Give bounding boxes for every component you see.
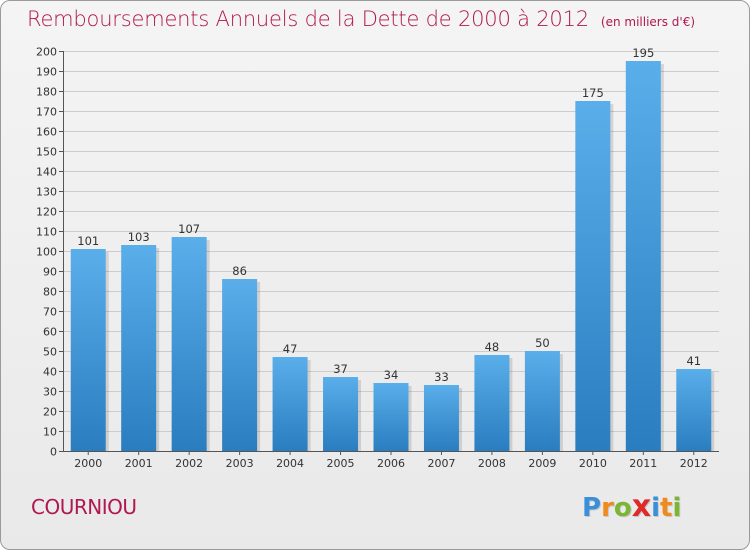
bar bbox=[323, 377, 359, 451]
bar bbox=[171, 237, 207, 451]
x-tick-label: 2007 bbox=[427, 457, 455, 470]
bar-value-label: 195 bbox=[632, 46, 654, 60]
chart-title: Remboursements Annuels de la Dette de 20… bbox=[27, 7, 589, 31]
y-tick-label: 100 bbox=[36, 246, 57, 259]
bar bbox=[373, 383, 409, 451]
brand-letter: r bbox=[601, 493, 614, 523]
y-tick-label: 150 bbox=[36, 146, 57, 159]
y-tick-label: 130 bbox=[36, 186, 57, 199]
x-tick-label: 2008 bbox=[478, 457, 506, 470]
bar-value-label: 37 bbox=[333, 362, 348, 376]
bar-value-label: 41 bbox=[686, 354, 701, 368]
y-tick-label: 10 bbox=[43, 426, 57, 439]
bar bbox=[70, 249, 106, 451]
y-tick-label: 180 bbox=[36, 86, 57, 99]
x-tick-label: 2001 bbox=[125, 457, 153, 470]
chart-unit: (en milliers d'€) bbox=[600, 15, 696, 29]
bar bbox=[474, 355, 510, 451]
bar-value-label: 103 bbox=[128, 230, 150, 244]
bar-value-label: 86 bbox=[232, 264, 247, 278]
y-tick-label: 50 bbox=[43, 346, 57, 359]
y-tick-label: 30 bbox=[43, 386, 57, 399]
bar-value-label: 101 bbox=[77, 234, 99, 248]
x-tick-label: 2011 bbox=[629, 457, 657, 470]
bar bbox=[524, 351, 560, 451]
x-tick-label: 2006 bbox=[377, 457, 405, 470]
bar-value-label: 47 bbox=[283, 342, 298, 356]
x-tick-label: 2005 bbox=[327, 457, 355, 470]
bar bbox=[575, 101, 611, 451]
data-labels: 101 103 107 86 47 37 34 33 48 50 175 195 41 bbox=[77, 46, 701, 384]
brand-letter: x bbox=[631, 489, 652, 524]
bar-chart: 101 103 107 86 47 37 34 33 48 50 175 195 41 0 10 20 30 4… bbox=[36, 46, 719, 470]
bar-value-label: 107 bbox=[178, 222, 200, 236]
bar bbox=[222, 279, 258, 451]
y-tick-label: 140 bbox=[36, 166, 57, 179]
bar-value-label: 48 bbox=[485, 340, 500, 354]
y-tick-label: 200 bbox=[36, 46, 57, 59]
brand-letter: t bbox=[660, 493, 673, 523]
y-tick-label: 120 bbox=[36, 206, 57, 219]
y-tick-label: 0 bbox=[50, 446, 57, 459]
y-tick-label: 60 bbox=[43, 326, 57, 339]
y-tick-label: 160 bbox=[36, 126, 57, 139]
bar-value-label: 175 bbox=[582, 86, 604, 100]
x-tick-label: 2009 bbox=[528, 457, 556, 470]
proxiti-logo[interactable]: Proxiti bbox=[582, 489, 681, 524]
y-tick-label: 170 bbox=[36, 106, 57, 119]
x-tick-label: 2010 bbox=[579, 457, 607, 470]
bar-value-label: 50 bbox=[535, 336, 550, 350]
y-tick-label: 80 bbox=[43, 286, 57, 299]
y-tick-label: 190 bbox=[36, 66, 57, 79]
x-tick-label: 2012 bbox=[680, 457, 708, 470]
bar bbox=[676, 369, 712, 451]
axes: 0 10 20 30 40 50 60 70 80 90 100 110 120 130 140 150 160… bbox=[36, 46, 719, 470]
bar bbox=[423, 385, 459, 451]
y-tick-label: 20 bbox=[43, 406, 57, 419]
x-tick-label: 2002 bbox=[175, 457, 203, 470]
x-tick-label: 2000 bbox=[74, 457, 102, 470]
y-tick-label: 90 bbox=[43, 266, 57, 279]
commune-name: COURNIOU bbox=[31, 495, 137, 519]
brand-letter: o bbox=[613, 493, 632, 523]
y-tick-label: 40 bbox=[43, 366, 57, 379]
y-tick-label: 110 bbox=[36, 226, 57, 239]
bars bbox=[70, 61, 715, 451]
bar bbox=[625, 61, 661, 451]
title-row: Remboursements Annuels de la Dette de 20… bbox=[27, 7, 695, 31]
bar-value-label: 33 bbox=[434, 370, 449, 384]
brand-letter: i bbox=[651, 493, 661, 523]
brand-letter: P bbox=[582, 493, 602, 523]
x-tick-label: 2003 bbox=[226, 457, 254, 470]
bar bbox=[272, 357, 308, 451]
x-tick-label: 2004 bbox=[276, 457, 304, 470]
brand-letter: i bbox=[672, 493, 682, 523]
bar-value-label: 34 bbox=[384, 368, 399, 382]
y-tick-label: 70 bbox=[43, 306, 57, 319]
bar bbox=[121, 245, 157, 451]
